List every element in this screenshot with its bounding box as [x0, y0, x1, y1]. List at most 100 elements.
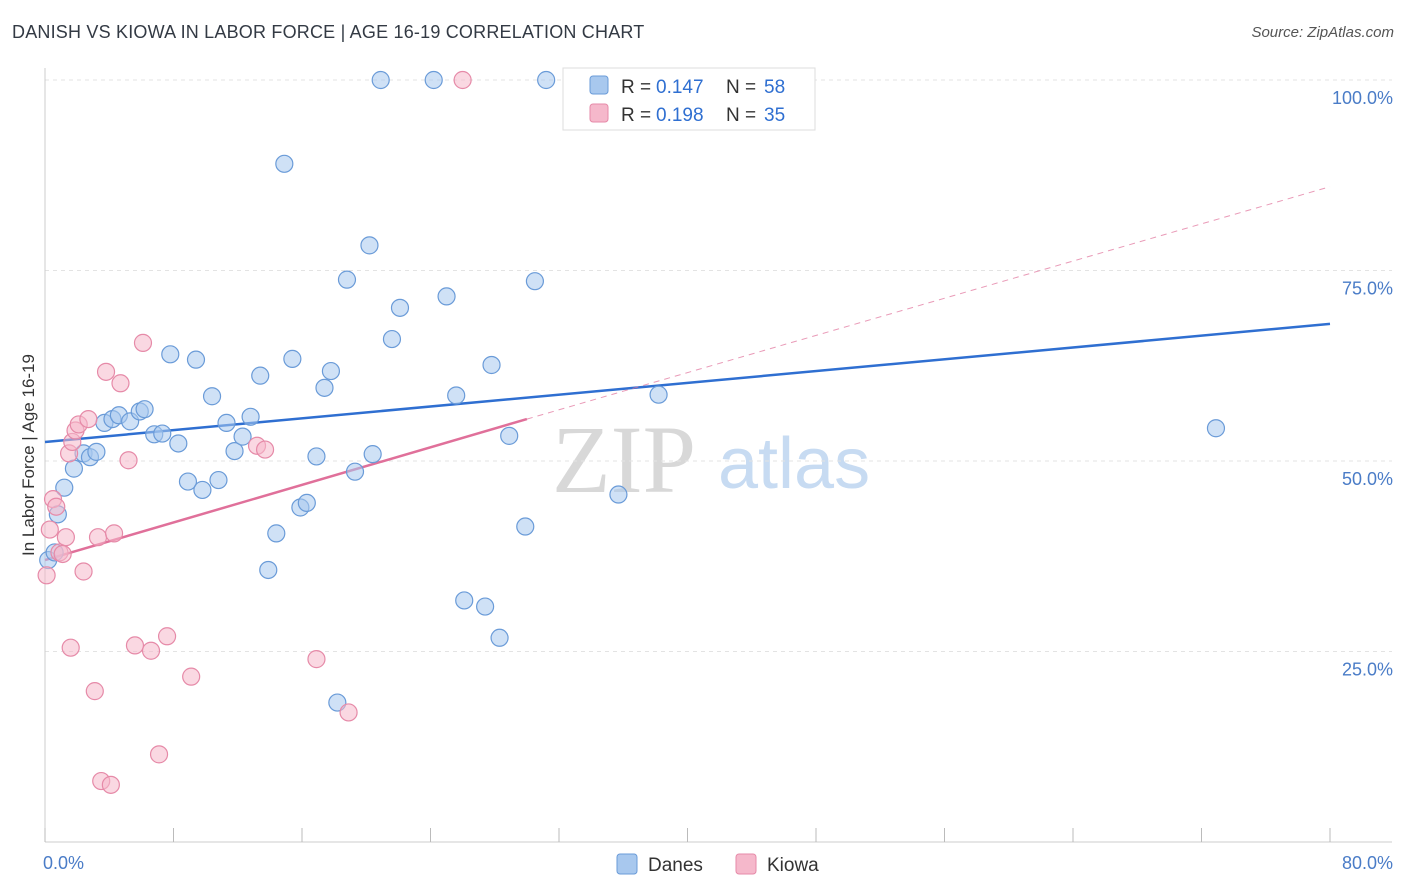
kiowa-point-0	[37, 566, 56, 585]
legend-danes-label: Danes	[648, 855, 703, 876]
danes-point-19	[186, 350, 206, 369]
danes-trend-line	[44, 322, 1331, 444]
kiowa-point-26	[157, 627, 177, 646]
danes-point-50	[482, 355, 501, 375]
danes-point-29	[267, 524, 286, 543]
y-tick-label-50: 50.0%	[1342, 469, 1393, 489]
danes-point-15	[153, 424, 172, 443]
legend-danes-swatch	[616, 853, 638, 875]
danes-r-label: R =	[621, 77, 651, 98]
danes-point-27	[251, 366, 270, 385]
kiowa-point-21	[119, 451, 138, 470]
y-tick-labels: 25.0% 50.0% 75.0% 100.0%	[1332, 88, 1393, 680]
danes-point-40	[360, 236, 379, 255]
danes-point-43	[382, 329, 402, 349]
danes-point-16	[161, 345, 180, 364]
gridlines	[45, 79, 1392, 652]
danes-point-52	[500, 426, 519, 445]
kiowa-point-27	[182, 667, 201, 686]
danes-point-35	[315, 378, 334, 397]
danes-point-54	[525, 272, 545, 291]
legend-kiowa-swatch	[735, 853, 757, 875]
danes-point-20	[193, 480, 212, 500]
danes-point-39	[345, 462, 365, 481]
danes-point-57	[649, 385, 668, 404]
danes-r-value: 0.147	[656, 77, 704, 98]
danes-n-value: 58	[764, 77, 785, 98]
danes-point-58	[1206, 419, 1226, 438]
kiowa-point-11	[74, 562, 93, 581]
danes-point-41	[363, 445, 382, 464]
kiowa-trend-line	[44, 417, 528, 562]
x-tick-label-min: 0.0%	[43, 853, 84, 873]
danes-point-13	[135, 400, 154, 419]
x-tick-label-max: 80.0%	[1342, 853, 1393, 873]
kiowa-point-29	[255, 440, 275, 459]
kiowa-point-3	[47, 497, 66, 516]
danes-point-23	[217, 413, 236, 432]
source-label: Source: ZipAtlas.com	[1251, 24, 1394, 41]
stats-legend: R = 0.147 N = 58 R = 0.198 N = 35	[562, 67, 816, 131]
danes-point-21	[202, 387, 222, 406]
kiowa-trend-extension	[526, 186, 1331, 420]
kiowa-point-24	[141, 641, 161, 660]
x-ticks	[44, 828, 1331, 842]
y-tick-label-25: 25.0%	[1342, 660, 1393, 680]
kiowa-n-value: 35	[764, 105, 785, 126]
danes-point-44	[390, 298, 410, 317]
kiowa-r-label: R =	[621, 105, 651, 126]
danes-point-3	[55, 478, 74, 497]
kiowa-point-32	[453, 70, 472, 90]
kiowa-point-23	[133, 333, 153, 352]
danes-point-42	[371, 70, 390, 90]
danes-point-45	[424, 70, 443, 90]
kiowa-point-30	[307, 650, 326, 669]
danes-swatch	[589, 75, 609, 95]
danes-point-28	[259, 560, 278, 580]
data-points	[37, 70, 1226, 794]
kiowa-point-1	[40, 520, 59, 539]
kiowa-point-12	[79, 409, 98, 429]
danes-point-36	[321, 361, 341, 381]
kiowa-point-5	[53, 544, 72, 564]
kiowa-point-25	[149, 745, 169, 764]
danes-point-47	[447, 386, 466, 405]
kiowa-point-13	[61, 638, 80, 657]
danes-point-33	[297, 493, 316, 513]
series-legend: Danes Kiowa	[616, 853, 819, 876]
kiowa-swatch	[589, 103, 609, 123]
danes-point-25	[233, 427, 252, 446]
danes-point-48	[455, 591, 474, 610]
kiowa-point-20	[111, 374, 130, 393]
kiowa-point-19	[104, 524, 124, 543]
danes-point-51	[490, 628, 509, 647]
danes-point-55	[537, 70, 556, 90]
danes-point-26	[241, 407, 260, 426]
kiowa-point-17	[96, 362, 116, 381]
danes-point-38	[337, 270, 357, 289]
danes-point-22	[209, 470, 228, 490]
y-tick-label-100: 100.0%	[1332, 88, 1393, 108]
kiowa-point-14	[85, 682, 104, 701]
kiowa-r-value: 0.198	[656, 105, 704, 126]
danes-point-34	[307, 447, 326, 466]
danes-point-53	[516, 517, 535, 536]
danes-point-46	[437, 287, 456, 306]
trend-lines	[44, 186, 1331, 562]
danes-point-30	[275, 154, 294, 173]
chart-title: DANISH VS KIOWA IN LABOR FORCE | AGE 16-…	[12, 22, 645, 42]
danes-point-7	[87, 442, 106, 461]
kiowa-point-31	[339, 703, 358, 722]
y-tick-label-75: 75.0%	[1342, 279, 1393, 299]
kiowa-point-15	[88, 528, 108, 547]
danes-n-label: N =	[726, 77, 756, 98]
kiowa-point-22	[125, 636, 145, 655]
danes-point-56	[609, 485, 628, 504]
axes	[44, 68, 1392, 843]
kiowa-point-18	[101, 775, 120, 794]
y-axis-title: In Labor Force | Age 16-19	[19, 354, 38, 556]
danes-point-24	[225, 441, 244, 461]
danes-point-18	[178, 472, 198, 491]
danes-point-49	[476, 597, 495, 616]
